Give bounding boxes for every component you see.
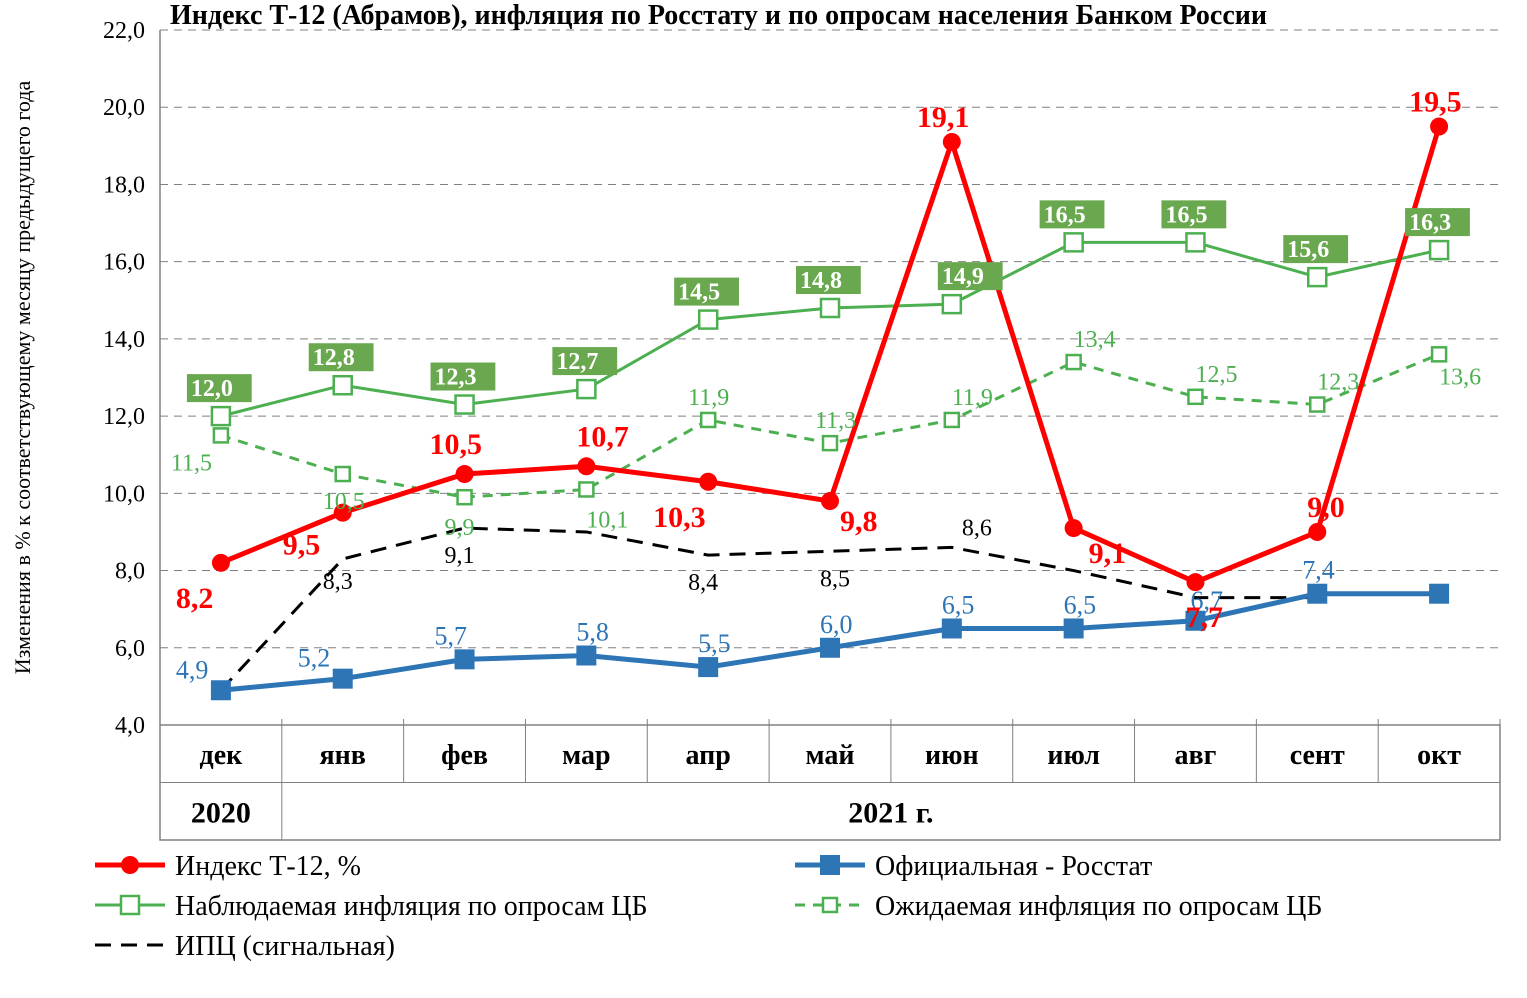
svg-text:7,7: 7,7	[1185, 601, 1223, 634]
svg-text:4,9: 4,9	[176, 655, 209, 684]
svg-text:11,9: 11,9	[688, 385, 729, 411]
svg-text:13,4: 13,4	[1074, 327, 1116, 353]
svg-text:Ожидаемая инфляция по опросам: Ожидаемая инфляция по опросам ЦБ	[875, 891, 1322, 922]
svg-text:10,5: 10,5	[323, 489, 365, 515]
svg-text:6,0: 6,0	[820, 610, 853, 639]
svg-text:12,0: 12,0	[103, 404, 145, 430]
svg-text:6,5: 6,5	[942, 590, 975, 619]
svg-text:10,1: 10,1	[586, 507, 628, 533]
svg-text:дек: дек	[200, 740, 244, 771]
svg-text:9,5: 9,5	[283, 529, 321, 562]
svg-text:фев: фев	[441, 740, 488, 771]
svg-text:8,0: 8,0	[115, 559, 145, 585]
svg-text:16,0: 16,0	[103, 250, 145, 276]
svg-text:13,6: 13,6	[1439, 364, 1481, 390]
svg-text:июл: июл	[1047, 740, 1100, 771]
svg-text:8,6: 8,6	[962, 515, 992, 541]
svg-text:10,3: 10,3	[653, 501, 706, 534]
svg-text:2020: 2020	[191, 796, 251, 829]
svg-text:5,8: 5,8	[576, 618, 609, 647]
svg-text:июн: июн	[925, 740, 979, 771]
svg-text:16,5: 16,5	[1165, 202, 1207, 228]
svg-text:9,8: 9,8	[840, 505, 878, 538]
svg-text:8,4: 8,4	[688, 570, 718, 596]
svg-text:9,1: 9,1	[1089, 537, 1127, 570]
svg-text:2021 г.: 2021 г.	[848, 796, 933, 829]
svg-text:15,6: 15,6	[1287, 237, 1329, 263]
svg-text:4,0: 4,0	[115, 713, 145, 739]
svg-text:мар: мар	[562, 740, 610, 771]
svg-text:7,4: 7,4	[1302, 556, 1335, 585]
svg-text:22,0: 22,0	[103, 18, 145, 44]
svg-text:12,0: 12,0	[191, 376, 233, 402]
svg-text:9,0: 9,0	[1307, 491, 1345, 524]
chart-container: 4,0 6,0 8,0 10,0 12,0 14,0 16,0 18,0 20,0 22,0 дек…	[0, 0, 1527, 998]
svg-text:8,5: 8,5	[820, 566, 850, 592]
svg-text:9,9: 9,9	[445, 515, 475, 541]
svg-text:Официальная - Росстат: Официальная - Росстат	[875, 851, 1152, 882]
svg-text:14,8: 14,8	[800, 268, 842, 294]
svg-text:11,3: 11,3	[815, 408, 856, 434]
svg-text:14,0: 14,0	[103, 327, 145, 353]
svg-text:5,5: 5,5	[698, 629, 731, 658]
svg-text:14,9: 14,9	[942, 264, 984, 290]
svg-text:11,5: 11,5	[171, 450, 212, 476]
svg-text:12,3: 12,3	[1317, 370, 1359, 396]
svg-text:9,1: 9,1	[445, 543, 475, 569]
svg-text:янв: янв	[320, 740, 366, 771]
svg-text:14,5: 14,5	[678, 280, 720, 306]
svg-text:12,3: 12,3	[435, 365, 477, 391]
svg-text:16,3: 16,3	[1409, 210, 1451, 236]
svg-text:окт: окт	[1417, 740, 1461, 771]
svg-text:10,7: 10,7	[576, 420, 629, 453]
svg-text:сент: сент	[1290, 740, 1345, 771]
svg-text:Наблюдаемая инфляция по опроса: Наблюдаемая инфляция по опросам ЦБ	[175, 891, 648, 922]
svg-text:Изменения в % к соответствующе: Изменения в % к соответствующему месяцу …	[10, 81, 35, 675]
svg-text:ИПЦ (сигнальная): ИПЦ (сигнальная)	[175, 931, 395, 962]
svg-text:10,0: 10,0	[103, 481, 145, 507]
svg-text:12,7: 12,7	[556, 349, 598, 375]
svg-text:Индекс Т-12, %: Индекс Т-12, %	[175, 851, 361, 882]
svg-text:май: май	[805, 740, 854, 771]
svg-text:12,5: 12,5	[1195, 362, 1237, 388]
svg-text:8,3: 8,3	[323, 569, 353, 595]
svg-text:12,8: 12,8	[313, 345, 355, 371]
svg-text:16,5: 16,5	[1044, 202, 1086, 228]
svg-text:18,0: 18,0	[103, 172, 145, 198]
svg-text:апр: апр	[686, 740, 731, 771]
svg-text:19,5: 19,5	[1409, 86, 1462, 119]
svg-text:Индекс Т-12 (Абрамов), инфляци: Индекс Т-12 (Абрамов), инфляция по Росст…	[170, 0, 1267, 31]
svg-text:20,0: 20,0	[103, 95, 145, 121]
svg-text:10,5: 10,5	[430, 428, 483, 461]
chart-svg: 4,0 6,0 8,0 10,0 12,0 14,0 16,0 18,0 20,0 22,0 дек…	[0, 0, 1527, 998]
svg-text:авг: авг	[1175, 740, 1217, 771]
svg-text:5,7: 5,7	[435, 621, 468, 650]
svg-text:5,2: 5,2	[298, 644, 331, 673]
svg-text:11,9: 11,9	[952, 385, 993, 411]
svg-text:19,1: 19,1	[917, 101, 970, 134]
svg-text:6,0: 6,0	[115, 636, 145, 662]
svg-text:6,5: 6,5	[1064, 590, 1097, 619]
svg-text:8,2: 8,2	[176, 582, 214, 615]
